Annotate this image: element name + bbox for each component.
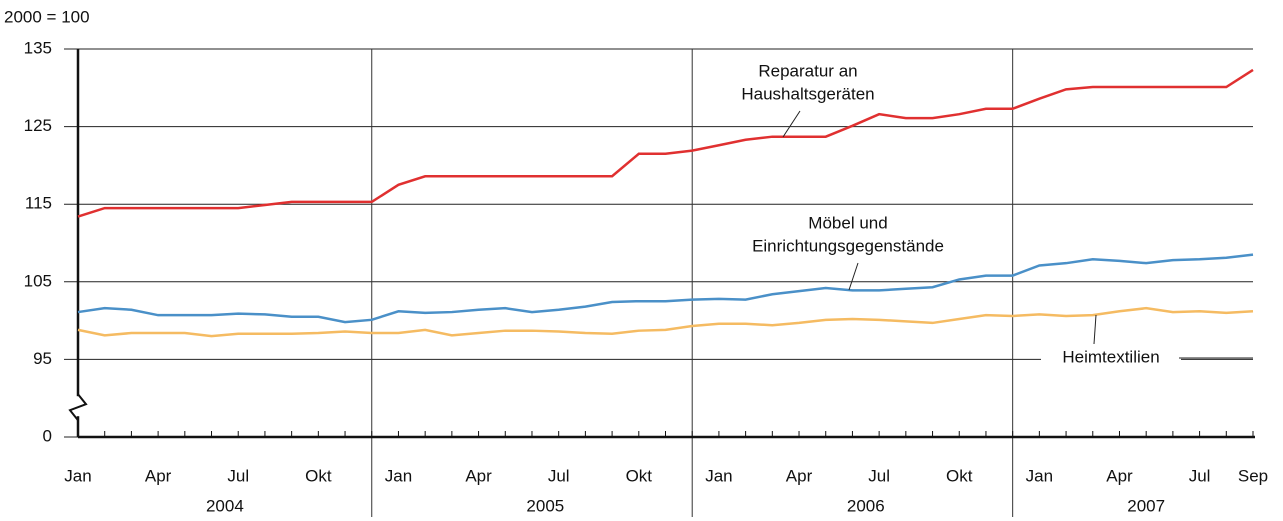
series-line — [77, 253, 1254, 324]
x-tick-label: Sep — [1238, 466, 1268, 485]
x-tick-label: Jan — [385, 466, 412, 485]
x-tick-label: Jan — [64, 466, 91, 485]
year-label: 2007 — [1127, 496, 1165, 515]
y-tick-label: 0 — [43, 426, 52, 445]
series-label: Einrichtungsgegenstände — [752, 236, 944, 255]
x-tick-label: Okt — [626, 466, 653, 485]
x-tick-label: Jan — [1026, 466, 1053, 485]
x-tick-label: Apr — [465, 466, 492, 485]
x-tick-label: Apr — [1106, 466, 1133, 485]
x-tick-label: Jan — [705, 466, 732, 485]
label-bg — [1041, 346, 1181, 370]
y-tick-label: 135 — [24, 38, 52, 57]
x-tick-label: Jul — [227, 466, 249, 485]
unit-label: 2000 = 100 — [4, 7, 90, 26]
x-tick-label: Jul — [1189, 466, 1211, 485]
series-label: Möbel und — [808, 213, 887, 232]
series-line — [77, 68, 1254, 218]
series-label: Haushaltsgeräten — [741, 84, 874, 103]
series-line — [77, 306, 1254, 338]
x-tick-label: Jul — [868, 466, 890, 485]
series-label: Reparatur an — [758, 61, 857, 80]
x-tick-label: Okt — [305, 466, 332, 485]
year-label: 2006 — [847, 496, 885, 515]
series-label: Heimtextilien — [1062, 347, 1159, 366]
leader-line — [1093, 314, 1097, 345]
y-tick-label: 105 — [24, 271, 52, 290]
year-label: 2005 — [526, 496, 564, 515]
leader-line — [848, 262, 859, 291]
x-tick-label: Jul — [548, 466, 570, 485]
year-label: 2004 — [206, 496, 244, 515]
y-tick-label: 115 — [25, 194, 52, 213]
x-tick-label: Apr — [786, 466, 813, 485]
x-tick-label: Okt — [946, 466, 973, 485]
y-tick-label: 95 — [33, 349, 52, 368]
y-tick-label: 125 — [24, 116, 52, 135]
x-tick-label: Apr — [145, 466, 172, 485]
leader-line — [782, 110, 801, 138]
axis-break — [68, 393, 88, 421]
